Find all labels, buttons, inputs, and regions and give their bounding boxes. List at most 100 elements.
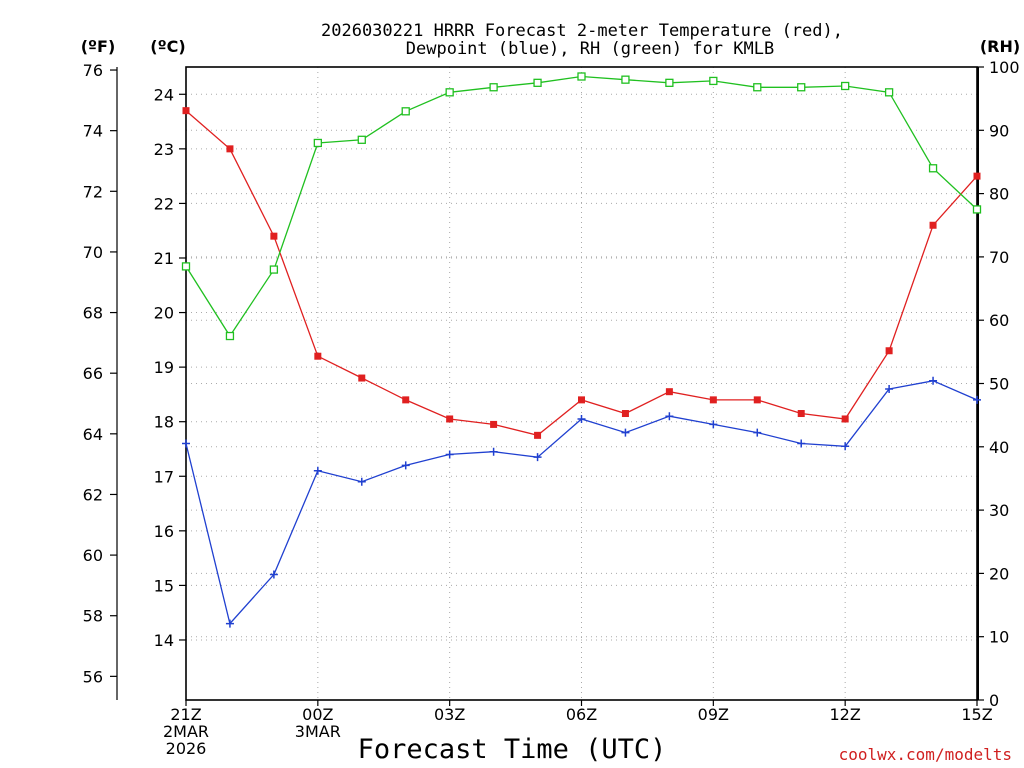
temperature-point (665, 388, 673, 396)
dewpoint-series (182, 376, 981, 628)
rh-point (884, 88, 894, 97)
fahrenheit-tick-label: 74 (83, 122, 103, 141)
celsius-tick-label: 14 (154, 631, 174, 650)
celsius-tick-label: 17 (154, 467, 174, 486)
fahrenheit-tick-label: 72 (83, 182, 103, 201)
rh-tick-label: 90 (989, 121, 1009, 140)
fahrenheit-tick-label: 60 (83, 546, 103, 565)
fahrenheit-tick-label: 70 (83, 243, 103, 262)
temperature-point (709, 396, 717, 404)
x-tick-label: 2026 (166, 739, 207, 758)
x-tick-label: 2MAR (163, 722, 209, 741)
dewpoint-point (841, 442, 850, 451)
dewpoint-point (709, 420, 718, 429)
rh-unit-label: (RH) (980, 37, 1020, 56)
fahrenheit-tick-label: 66 (83, 364, 103, 383)
temperature-point (402, 396, 410, 404)
celsius-tick-label: 18 (154, 413, 174, 432)
fahrenheit-tick-label: 56 (83, 667, 103, 686)
data-series (181, 72, 982, 628)
dewpoint-point (445, 450, 454, 459)
axes: 56 58 60 62 64 66 68 70 72 74 76 14 15 16 17 18 19 20 21 22… (83, 58, 1020, 710)
celsius-tick-label: 19 (154, 358, 174, 377)
temperature-series (182, 107, 981, 439)
temperature-point (841, 415, 849, 423)
rh-point (753, 83, 762, 92)
rh-point (972, 205, 982, 214)
rh-series (181, 72, 982, 341)
temperature-point (270, 232, 278, 240)
rh-tick-label: 60 (989, 311, 1009, 330)
dewpoint-point (753, 428, 762, 437)
rh-point (533, 78, 542, 87)
credit-link[interactable]: coolwx.com/modelts (839, 745, 1012, 764)
celsius-tick-label: 21 (154, 249, 174, 268)
rh-tick-label: 100 (989, 58, 1020, 77)
temperature-point (490, 420, 498, 428)
x-tick-label: 3MAR (295, 722, 341, 741)
rh-tick-label: 40 (989, 438, 1009, 457)
fahrenheit-tick-label: 62 (83, 485, 103, 504)
temperature-point (358, 374, 366, 382)
celsius-tick-label: 23 (154, 140, 174, 159)
rh-point (621, 75, 630, 84)
dewpoint-point (577, 414, 586, 423)
dewpoint-point (489, 447, 498, 456)
temperature-point (534, 431, 542, 439)
rh-tick-label: 20 (989, 564, 1009, 583)
temperature-point (973, 172, 981, 180)
rh-point (357, 135, 366, 144)
rh-point (401, 107, 410, 116)
rh-tick-label: 30 (989, 501, 1009, 520)
celsius-tick-label: 16 (154, 522, 174, 541)
chart-title-line-2: Dewpoint (blue), RH (green) for KMLB (406, 39, 774, 59)
celsius-tick-label: 20 (154, 304, 174, 323)
rh-tick-label: 70 (989, 248, 1009, 267)
rh-point (577, 72, 586, 81)
dewpoint-point (401, 461, 410, 470)
temperature-point (578, 396, 585, 404)
x-tick-label: 15Z (961, 705, 992, 724)
rh-point (797, 83, 806, 92)
celsius-tick-label: 24 (154, 85, 174, 104)
rh-tick-label: 0 (989, 691, 999, 710)
rh-point (665, 78, 674, 87)
temperature-point (182, 107, 190, 115)
rh-tick-label: 50 (989, 375, 1009, 394)
x-tick-label: 00Z (302, 705, 333, 724)
dewpoint-point (885, 384, 894, 393)
temperature-point (885, 347, 893, 355)
fahrenheit-tick-label: 58 (83, 607, 103, 626)
fahrenheit-unit-label: (ºF) (81, 37, 116, 56)
temperature-point (314, 352, 322, 360)
dewpoint-point (313, 466, 322, 475)
rh-tick-label: 80 (989, 185, 1009, 204)
celsius-unit-label: (ºC) (150, 37, 185, 56)
dewpoint-point (533, 453, 542, 462)
x-tick-label: 06Z (566, 705, 597, 724)
x-axis-label: Forecast Time (UTC) (358, 734, 667, 765)
rh-point (489, 83, 498, 92)
temperature-point (797, 410, 805, 418)
rh-point (709, 76, 718, 86)
x-tick-label: 03Z (434, 705, 465, 724)
temperature-point (621, 410, 629, 418)
chart-title-line-1: 2026030221 HRRR Forecast 2-meter Tempera… (321, 21, 843, 41)
fahrenheit-tick-label: 64 (83, 425, 103, 444)
temperature-point (226, 145, 234, 153)
temperature-point (446, 415, 454, 423)
dewpoint-point (621, 428, 630, 437)
rh-point (313, 138, 322, 148)
x-tick-label: 21Z (170, 705, 201, 724)
dewpoint-point (665, 412, 674, 421)
fahrenheit-tick-label: 76 (83, 61, 103, 80)
fahrenheit-tick-label: 68 (83, 304, 103, 323)
celsius-tick-label: 22 (154, 194, 174, 213)
dewpoint-point (929, 376, 938, 385)
temperature-point (929, 221, 937, 229)
dewpoint-point (973, 395, 981, 404)
rh-tick-label: 10 (989, 628, 1009, 647)
x-tick-label: 12Z (830, 705, 861, 724)
